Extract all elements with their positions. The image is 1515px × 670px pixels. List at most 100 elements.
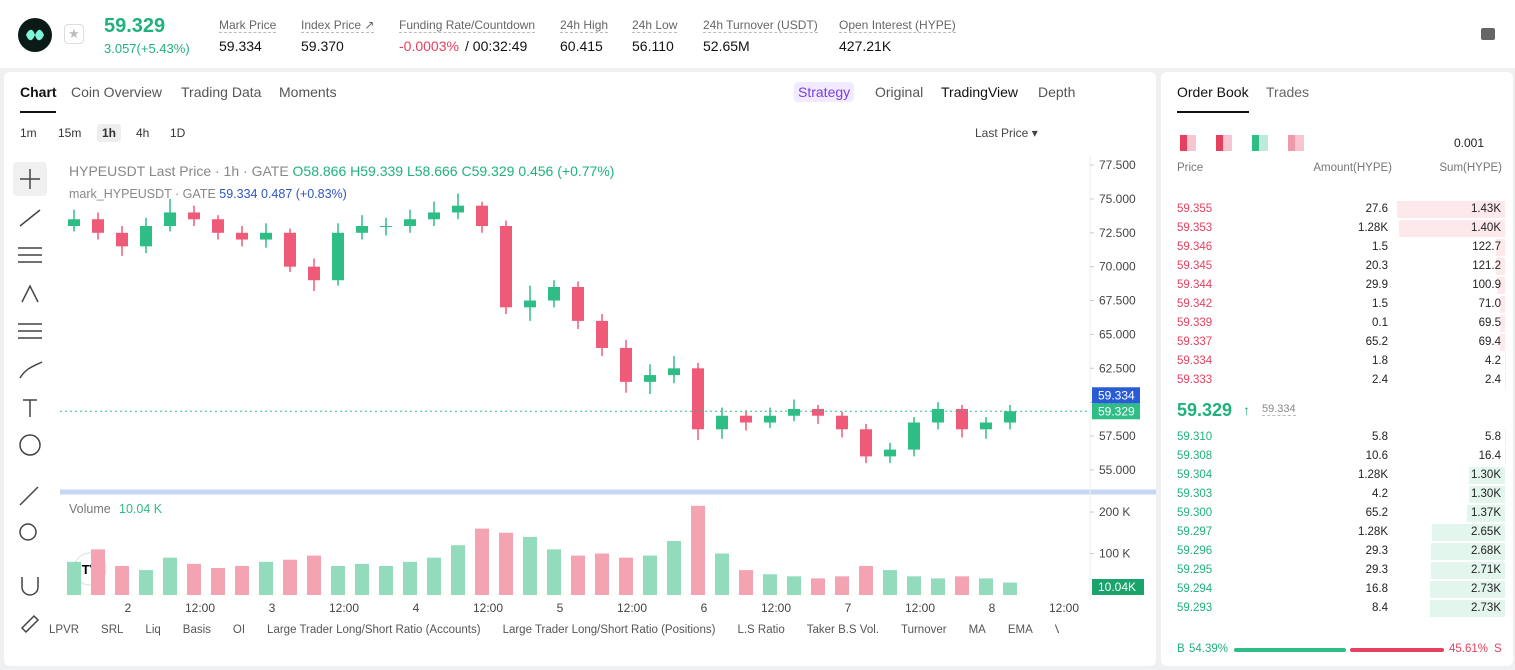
volume-bar	[307, 555, 321, 595]
ob-price[interactable]: 59.310	[1177, 431, 1213, 443]
icon[interactable]	[1481, 28, 1495, 40]
ob-amount: 2.4	[1372, 374, 1388, 386]
indicator[interactable]: Turnover	[900, 624, 947, 636]
candle-body	[956, 408, 968, 430]
view-tab[interactable]: TradingView	[941, 84, 1019, 100]
interval[interactable]: 1m	[20, 126, 37, 140]
depth-bar	[1431, 543, 1505, 560]
ob-view[interactable]	[1216, 135, 1232, 151]
ob-sum: 2.65K	[1470, 526, 1501, 538]
interval[interactable]: 4h	[136, 126, 150, 140]
ob-price[interactable]: 59.345	[1177, 260, 1213, 272]
ob-amount: 16.8	[1365, 583, 1388, 595]
ob-sum: 2.71K	[1470, 564, 1501, 576]
y-tick-label: 65.000	[1099, 327, 1136, 341]
ob-price[interactable]: 59.344	[1177, 279, 1213, 291]
candle-body	[980, 422, 992, 430]
ob-view[interactable]	[1180, 135, 1196, 151]
price-type[interactable]: Last Price ▾	[975, 126, 1038, 140]
ob-price[interactable]: 59.308	[1177, 450, 1213, 462]
candle-body	[308, 266, 320, 281]
indicator[interactable]: OI	[232, 624, 246, 636]
ob-price[interactable]: 59.300	[1177, 507, 1213, 519]
indicator[interactable]: SRL	[101, 624, 124, 636]
ob-price[interactable]: 59.355	[1177, 203, 1213, 215]
chart: TV 55.00057.50060.00062.50065.00067.5007…	[13, 155, 1156, 634]
y-tick-label: 72.500	[1099, 226, 1136, 240]
candle-body	[764, 415, 776, 423]
interval[interactable]: 1h	[97, 124, 122, 142]
volume-bar	[211, 568, 225, 595]
indicator[interactable]: Large Trader Long/Short Ratio (Positions…	[502, 624, 716, 636]
interval[interactable]: 1D	[170, 126, 186, 140]
indicator[interactable]: Taker B.S Vol.	[806, 624, 879, 636]
tab[interactable]: Trading Data	[181, 84, 262, 100]
volume-bar	[115, 565, 129, 595]
ob-price[interactable]: 59.304	[1177, 469, 1213, 481]
drawing-tools	[13, 162, 47, 634]
indicator[interactable]: EMA	[1007, 624, 1033, 636]
candle-body	[164, 212, 176, 227]
view-tab[interactable]: Original	[875, 84, 924, 100]
ob-amount: 1.5	[1372, 241, 1388, 253]
y-tick-label: 100 K	[1099, 547, 1130, 561]
ob-price[interactable]: 59.333	[1177, 374, 1213, 386]
ob-price[interactable]: 59.346	[1177, 241, 1213, 253]
ob-price[interactable]: 59.293	[1177, 602, 1213, 614]
ob-tab[interactable]: Order Book	[1177, 84, 1249, 100]
precision[interactable]: 0.001	[1454, 136, 1485, 150]
change: 3.057(+5.43%)	[104, 41, 190, 56]
buy-letter: B	[1177, 643, 1185, 655]
x-tick-label: 7	[845, 601, 852, 615]
volume-value: 10.04 K	[119, 502, 163, 516]
ob-price[interactable]: 59.339	[1177, 317, 1213, 329]
view-tab[interactable]: Depth	[1038, 84, 1076, 100]
stat-label: Index Price ↗	[301, 18, 375, 33]
depth-bar	[1497, 277, 1505, 294]
ob-price[interactable]: 59.297	[1177, 526, 1213, 538]
sell-bar	[1350, 648, 1444, 652]
ob-price[interactable]: 59.342	[1177, 298, 1213, 310]
stat-value: 60.415	[560, 38, 603, 54]
ob-price[interactable]: 59.295	[1177, 564, 1213, 576]
interval[interactable]: 15m	[58, 126, 82, 140]
ob-price[interactable]: 59.294	[1177, 583, 1213, 595]
indicator[interactable]: Basis	[182, 624, 211, 636]
ob-view[interactable]	[1252, 135, 1268, 151]
price-type-label: Last Price	[975, 126, 1029, 140]
x-tick-label: 12:00	[329, 601, 359, 615]
volume-bar	[547, 549, 561, 595]
indicator[interactable]: LPVR	[49, 624, 80, 636]
tab[interactable]: Coin Overview	[71, 84, 163, 100]
indicator[interactable]: MA	[968, 624, 986, 636]
ob-price[interactable]: 59.353	[1177, 222, 1213, 234]
ob-sum: 4.2	[1485, 355, 1501, 367]
candle-body	[284, 232, 296, 267]
ob-price[interactable]: 59.334	[1177, 355, 1213, 367]
indicator[interactable]: L.S Ratio	[737, 624, 785, 636]
ob-tab[interactable]: Trades	[1266, 84, 1310, 100]
indicator[interactable]: Volume	[1054, 624, 1059, 636]
indicators: LPVR SRL Liq Basis OI Large Trader Long/Short…	[49, 624, 1059, 636]
indicator[interactable]: Large Trader Long/Short Ratio (Accounts)	[267, 624, 481, 636]
tab[interactable]: Chart	[20, 84, 57, 100]
volume-bar	[835, 576, 849, 595]
depth-bar	[1495, 258, 1505, 275]
ob-price[interactable]: 59.303	[1177, 488, 1213, 500]
ob-view[interactable]	[1288, 135, 1304, 151]
volume-bar	[67, 561, 81, 595]
depth-bar	[1469, 486, 1505, 503]
indicator[interactable]: Liq	[145, 624, 161, 636]
candle-body	[404, 219, 416, 227]
ob-price[interactable]: 59.296	[1177, 545, 1213, 557]
candle-body	[572, 286, 584, 321]
x-tick-label: 2	[125, 601, 132, 615]
ob-sum: 2.68K	[1470, 545, 1501, 557]
tab[interactable]: Moments	[279, 84, 337, 100]
depth-bar	[1499, 334, 1505, 351]
view-tab[interactable]: Strategy	[794, 82, 855, 102]
ob-price[interactable]: 59.337	[1177, 336, 1213, 348]
favorite[interactable]: ★	[64, 24, 84, 44]
candle-body	[644, 375, 656, 382]
